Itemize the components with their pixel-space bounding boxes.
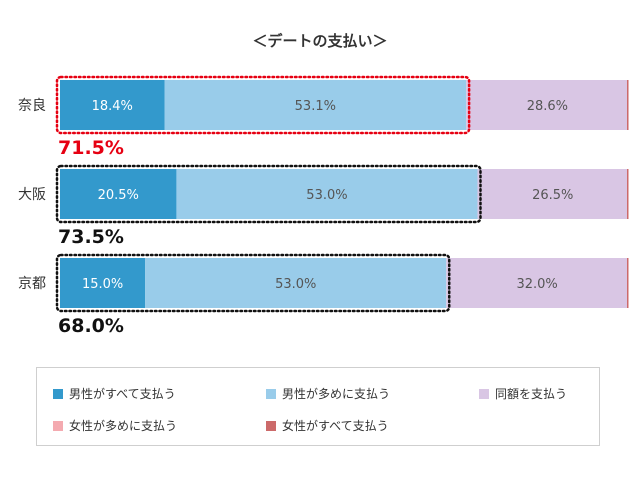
legend-label: 男性がすべて支払う [69,387,176,401]
legend-swatch [53,388,63,399]
legend-item: 女性が多めに支払う [53,417,177,434]
bar-edge-mark [627,258,629,308]
group-total-label: 73.5% [58,226,124,248]
group-total-label: 68.0% [58,315,124,337]
bar-edge-mark [627,80,629,130]
bar-segment [145,258,447,308]
bar-data-label: 28.6% [527,99,568,114]
legend-label: 男性が多めに支払う [282,387,391,401]
highlight-box [55,164,482,224]
legend-label: 女性がすべて支払う [282,419,389,433]
legend-item: 男性がすべて支払う [53,385,176,402]
legend-item: 男性が多めに支払う [266,385,390,402]
bar-segment [446,258,628,308]
bar-segment [60,80,165,130]
legend-swatch [266,388,276,399]
group-total-label: 71.5% [58,137,124,159]
legend-swatch [53,420,63,431]
legend-item: 同額を支払う [479,385,567,402]
bar-segment [60,169,177,219]
legend-label: 女性が多めに支払う [69,419,178,433]
bar-data-label: 53.0% [275,277,316,292]
bar-edge-mark [627,169,629,219]
legend-swatch [479,388,489,399]
category-label: 京都 [18,276,46,292]
highlight-box [55,75,471,135]
bar-segment [176,169,478,219]
category-label: 大阪 [18,187,46,203]
bar-segment [164,80,467,130]
bar-data-label: 20.5% [98,188,139,203]
bar-segment [466,80,629,130]
bar-data-label: 18.4% [92,99,133,114]
bar-segment [477,169,628,219]
category-label: 奈良 [18,98,46,114]
highlight-box [55,253,451,313]
chart-title: ＜デートの支払い＞ [252,32,387,50]
legend-swatch [266,420,276,431]
bar-segment [60,258,146,308]
bar-data-label: 15.0% [82,277,123,292]
chart-legend: 男性がすべて支払う 男性が多めに支払う 同額を支払う女性が多めに支払う 女性がすべて支… [36,367,600,446]
bar-data-label: 53.0% [306,188,347,203]
bar-data-label: 32.0% [516,277,557,292]
legend-label: 同額を支払う [495,387,568,401]
bar-data-label: 53.1% [295,99,336,114]
legend-item: 女性がすべて支払う [266,417,389,434]
bar-data-label: 26.5% [532,188,573,203]
